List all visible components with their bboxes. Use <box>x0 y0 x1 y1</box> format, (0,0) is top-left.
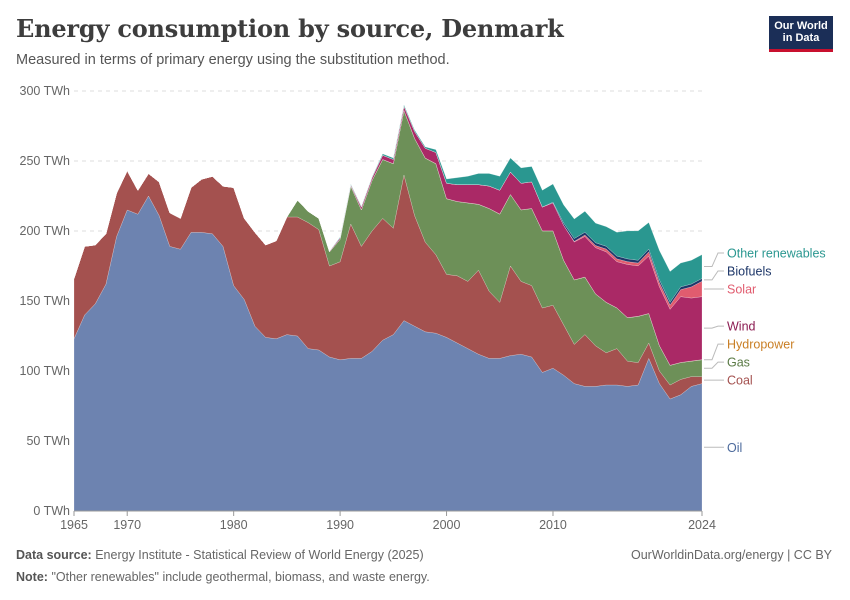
x-tick-label: 2024 <box>688 518 716 532</box>
x-tick-label: 1980 <box>220 518 248 532</box>
series-label-hydropower: Hydropower <box>727 338 794 352</box>
note-label: Note: <box>16 570 48 584</box>
y-tick-label: 300 TWh <box>20 84 71 98</box>
x-tick-label: 1965 <box>60 518 88 532</box>
logo-line-2: in Data <box>782 32 820 44</box>
leader-line <box>704 325 724 329</box>
series-label-coal: Coal <box>727 374 753 388</box>
leader-line <box>704 270 724 281</box>
logo-line-1: Our World <box>774 20 828 32</box>
energy-area-chart: 0 TWh 50 TWh 100 TWh 150 TWh 200 TWh 250 TWh 3… <box>20 84 826 532</box>
series-label-other-renewables: Other renewables <box>727 246 826 260</box>
data-source-label: Data source: <box>16 548 92 562</box>
series-label-biofuels: Biofuels <box>727 264 771 278</box>
data-source: Data source: Energy Institute - Statisti… <box>16 548 424 562</box>
y-tick-label: 150 TWh <box>20 294 71 308</box>
x-tick-label: 1970 <box>113 518 141 532</box>
chart-title: Energy consumption by source, Denmark <box>16 14 564 43</box>
chart-subtitle: Measured in terms of primary energy usin… <box>16 52 450 68</box>
note-text: "Other renewables" include geothermal, b… <box>51 570 430 584</box>
y-tick-label: 100 TWh <box>20 364 71 378</box>
y-tick-label: 250 TWh <box>20 154 71 168</box>
y-tick-label: 50 TWh <box>26 434 70 448</box>
leader-line <box>704 343 724 361</box>
area-other-renewables <box>73 104 703 303</box>
series-label-oil: Oil <box>727 441 742 455</box>
chart-note: Note: "Other renewables" include geother… <box>16 570 430 584</box>
x-tick-label: 2000 <box>433 518 461 532</box>
y-tick-label: 200 TWh <box>20 224 71 238</box>
credit-link[interactable]: OurWorldinData.org/energy | CC BY <box>630 548 832 562</box>
leader-line <box>704 361 724 369</box>
owid-logo[interactable]: Our World in Data <box>769 16 833 52</box>
y-tick-label: 0 TWh <box>33 504 70 518</box>
series-label-gas: Gas <box>727 356 750 370</box>
x-tick-label: 1990 <box>326 518 354 532</box>
series-label-solar: Solar <box>727 282 756 296</box>
x-tick-label: 2010 <box>539 518 567 532</box>
leader-line <box>704 252 724 268</box>
series-label-wind: Wind <box>727 320 756 334</box>
data-source-text[interactable]: Energy Institute - Statistical Review of… <box>95 548 424 562</box>
